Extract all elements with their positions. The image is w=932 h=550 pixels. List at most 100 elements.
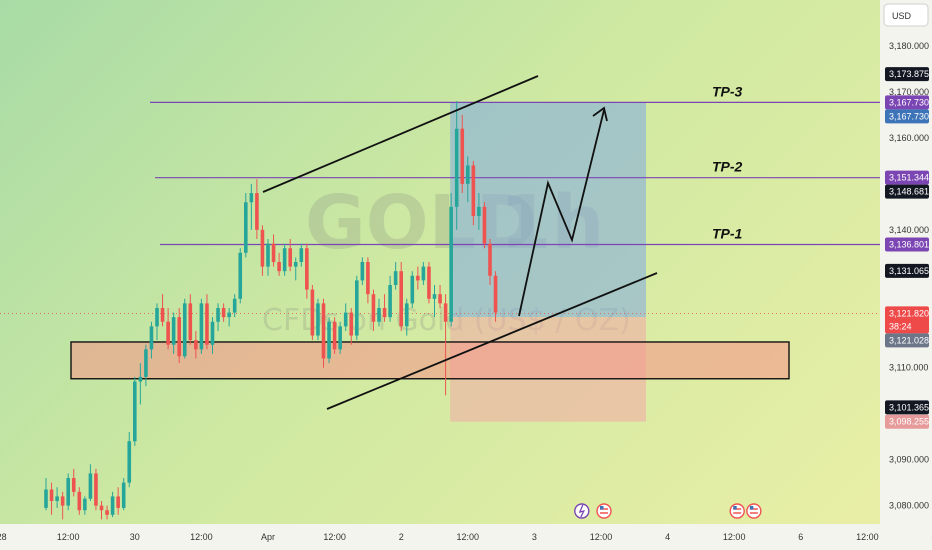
candle-body	[49, 489, 54, 502]
bull-candle	[293, 257, 298, 281]
bear-candle	[194, 330, 198, 359]
candle-body	[293, 262, 298, 267]
bull-candle	[282, 243, 287, 276]
target-levels-layer[interactable]: TP-3 TP-2 TP-1	[0, 83, 880, 314]
price-tag-bg	[885, 414, 929, 429]
candle-body	[94, 473, 98, 506]
lightning-glyph	[578, 504, 586, 518]
events-layer[interactable]	[574, 503, 762, 519]
candle-body	[188, 303, 193, 341]
candle-body	[105, 510, 109, 515]
bull-candle	[155, 303, 159, 341]
flag-canton	[733, 506, 737, 510]
bull-candle	[182, 298, 187, 359]
candle-body	[282, 248, 287, 272]
bear-candle	[288, 239, 292, 272]
lightning-icon[interactable]	[574, 503, 590, 519]
bear-candle	[349, 307, 354, 345]
candle-body	[210, 321, 215, 345]
price-tags-layer: 3,173.875 3,167.730 3,167.730 3,151.344 3,14…	[885, 67, 929, 429]
support-zone[interactable]	[70, 341, 790, 380]
bull-candle	[338, 321, 342, 354]
price-tag-value: 3,121.028	[889, 335, 929, 345]
bear-candle	[443, 294, 448, 396]
flag-canton	[749, 506, 754, 510]
currency-badge[interactable]: USD	[883, 3, 929, 27]
price-tag: 3,173.875	[885, 67, 929, 82]
price-tag-bg	[885, 237, 929, 252]
price-tick-label: 3,160.000	[889, 133, 929, 143]
bear-candle	[399, 262, 403, 331]
bull-candle	[199, 298, 204, 354]
bull-candle	[138, 363, 143, 405]
price-tag-bg	[885, 333, 929, 348]
candle-body	[410, 275, 415, 304]
candle-body	[466, 165, 470, 184]
time-tick-label: 12:00	[590, 532, 613, 542]
trendlines-layer[interactable]	[262, 75, 658, 410]
bear-candle	[205, 294, 209, 350]
price-tag-bg	[885, 400, 929, 415]
time-tick-label: 12:00	[723, 532, 746, 542]
candle-body	[305, 248, 309, 290]
price-tag: 3,151.344	[885, 170, 929, 185]
candle-body	[149, 326, 154, 350]
time-tick-label: 28	[0, 532, 7, 542]
candle-body	[182, 303, 187, 357]
bear-candle	[160, 294, 165, 327]
bull-candle	[83, 496, 87, 515]
us-flag-icon[interactable]	[729, 503, 745, 519]
bear-candle	[321, 298, 326, 368]
projection-path[interactable]	[518, 109, 605, 317]
bear-candle	[416, 266, 420, 290]
price-tag-bg	[885, 306, 929, 334]
price-tag-bg	[885, 184, 929, 199]
candle-body	[343, 312, 348, 327]
bear-candle	[77, 487, 82, 515]
bull-candle	[360, 257, 365, 285]
bull-candle	[121, 478, 126, 511]
price-tag: 3,136.801	[885, 237, 929, 252]
candles-layer	[44, 101, 498, 520]
candle-body	[110, 496, 115, 515]
position-and-zone-layer[interactable]	[70, 102, 790, 422]
candle-body	[199, 303, 204, 350]
time-axis-panel[interactable]	[0, 524, 880, 550]
us-flag-icon[interactable]	[746, 503, 762, 519]
candle-body	[327, 321, 331, 359]
bar-countdown: 38:24	[889, 321, 912, 331]
bull-candle	[449, 193, 453, 327]
bear-candle	[221, 303, 226, 322]
price-tag-value: 3,173.875	[889, 69, 929, 79]
event-badge	[746, 503, 762, 519]
bull-candle	[466, 156, 470, 203]
candle-body	[127, 441, 132, 483]
candle-body	[205, 303, 209, 345]
candle-body	[288, 248, 292, 267]
channel-lower-line[interactable]	[326, 272, 658, 410]
time-tick-label: 4	[665, 532, 670, 542]
bull-candle	[210, 317, 215, 354]
candle-body	[60, 496, 65, 506]
bear-candle	[177, 307, 181, 364]
us-flag-icon[interactable]	[596, 503, 612, 519]
time-tick-label: 12:00	[323, 532, 346, 542]
candle-body	[271, 243, 276, 262]
candle-body	[249, 193, 254, 203]
candle-body	[388, 284, 392, 318]
bull-candle	[299, 243, 304, 267]
candle-body	[133, 381, 137, 442]
candle-body	[66, 478, 70, 506]
bull-candle	[144, 344, 148, 387]
price-tag-value: 3,167.730	[889, 97, 929, 107]
candle-body	[332, 321, 337, 350]
price-tag-value: 3,121.820	[889, 308, 929, 318]
candle-body	[471, 165, 476, 217]
price-tick-label: 3,090.000	[889, 455, 929, 465]
candle-body	[227, 312, 231, 318]
projection-arrowhead[interactable]	[592, 106, 608, 122]
channel-upper-line[interactable]	[262, 75, 539, 193]
candle-body	[449, 206, 453, 322]
